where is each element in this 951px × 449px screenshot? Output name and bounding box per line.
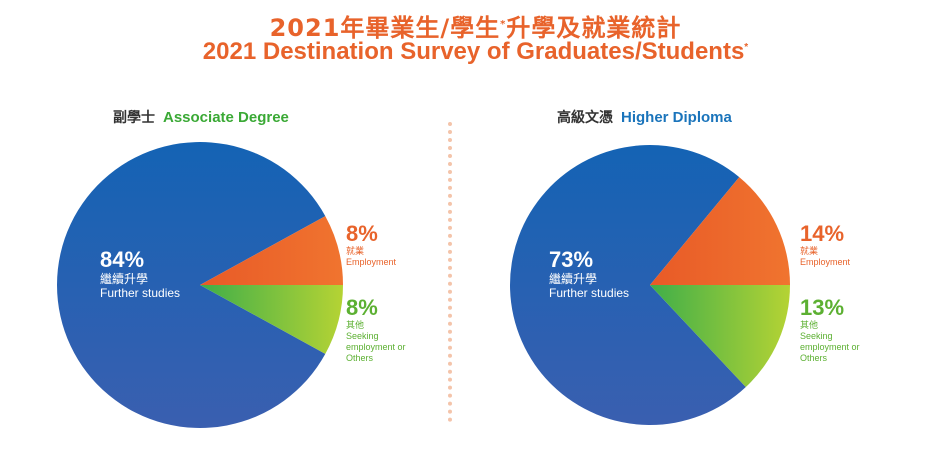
higher-diploma-heading-zh: 高級文憑: [557, 110, 613, 126]
ad-further-studies-slice: [57, 142, 326, 428]
ad-employment-slice: [200, 216, 343, 285]
hd-employment-slice: [650, 177, 790, 285]
associate-degree-pie: [57, 142, 343, 428]
hd-further-studies-label: 73% 繼續升學 Further studies: [549, 247, 630, 301]
hd-employment-pct: 14%: [800, 221, 845, 246]
hd-others-slice: [650, 285, 790, 388]
hd-others-en-2: employment or: [800, 342, 860, 352]
title-zh-asterisk: *: [500, 19, 507, 30]
ad-others-en-2: employment or: [346, 342, 406, 352]
ad-employment-zh: 就業: [346, 246, 365, 256]
hd-others-en-1: Seeking: [800, 331, 833, 341]
associate-degree-heading: 副學士 Associate Degree: [113, 107, 289, 127]
title-zh-rest: 升學及就業統計: [506, 14, 682, 42]
ad-employment-en: Employment: [346, 257, 397, 267]
ad-others-slice: [200, 285, 343, 354]
chart-title-en: 2021 Destination Survey of Graduates/Stu…: [0, 38, 951, 66]
ad-further-studies-pct: 84%: [100, 247, 145, 272]
ad-employment-pct: 8%: [346, 221, 378, 246]
hd-further-studies-zh: 繼續升學: [549, 272, 598, 286]
ad-others-pct: 8%: [346, 295, 378, 320]
higher-diploma-pie: [510, 144, 790, 425]
hd-further-studies-slice: [510, 144, 746, 425]
hd-others-en-3: Others: [800, 353, 828, 363]
chart-divider: [448, 122, 452, 422]
title-en-main: 2021 Destination Survey of Graduates/Stu…: [202, 38, 745, 65]
hd-others-zh: 其他: [800, 320, 819, 330]
hd-further-studies-pct: 73%: [549, 247, 594, 272]
ad-others-en-1: Seeking: [346, 331, 379, 341]
associate-degree-heading-zh: 副學士: [113, 110, 155, 126]
hd-others-label: 13% 其他 Seeking employment or Others: [800, 296, 860, 364]
ad-others-zh: 其他: [346, 320, 365, 330]
hd-employment-en: Employment: [800, 257, 851, 267]
hd-further-studies-en: Further studies: [549, 286, 630, 300]
title-zh-main: 2021年畢業生/學生: [269, 14, 501, 42]
higher-diploma-heading: 高級文憑 Higher Diploma: [557, 107, 732, 127]
ad-others-label: 8% 其他 Seeking employment or Others: [346, 296, 406, 364]
title-en-asterisk: *: [744, 42, 749, 53]
ad-further-studies-en: Further studies: [100, 286, 181, 300]
ad-further-studies-label: 84% 繼續升學 Further studies: [100, 247, 181, 301]
higher-diploma-heading-en: Higher Diploma: [621, 109, 732, 126]
hd-others-pct: 13%: [800, 295, 845, 320]
associate-degree-heading-en: Associate Degree: [163, 109, 289, 126]
ad-further-studies-zh: 繼續升學: [100, 272, 149, 286]
hd-employment-zh: 就業: [800, 246, 819, 256]
chart-title-zh: 2021年畢業生/學生*升學及就業統計: [0, 8, 951, 43]
ad-employment-label: 8% 就業 Employment: [346, 222, 396, 268]
ad-others-en-3: Others: [346, 353, 374, 363]
hd-employment-label: 14% 就業 Employment: [800, 222, 850, 268]
